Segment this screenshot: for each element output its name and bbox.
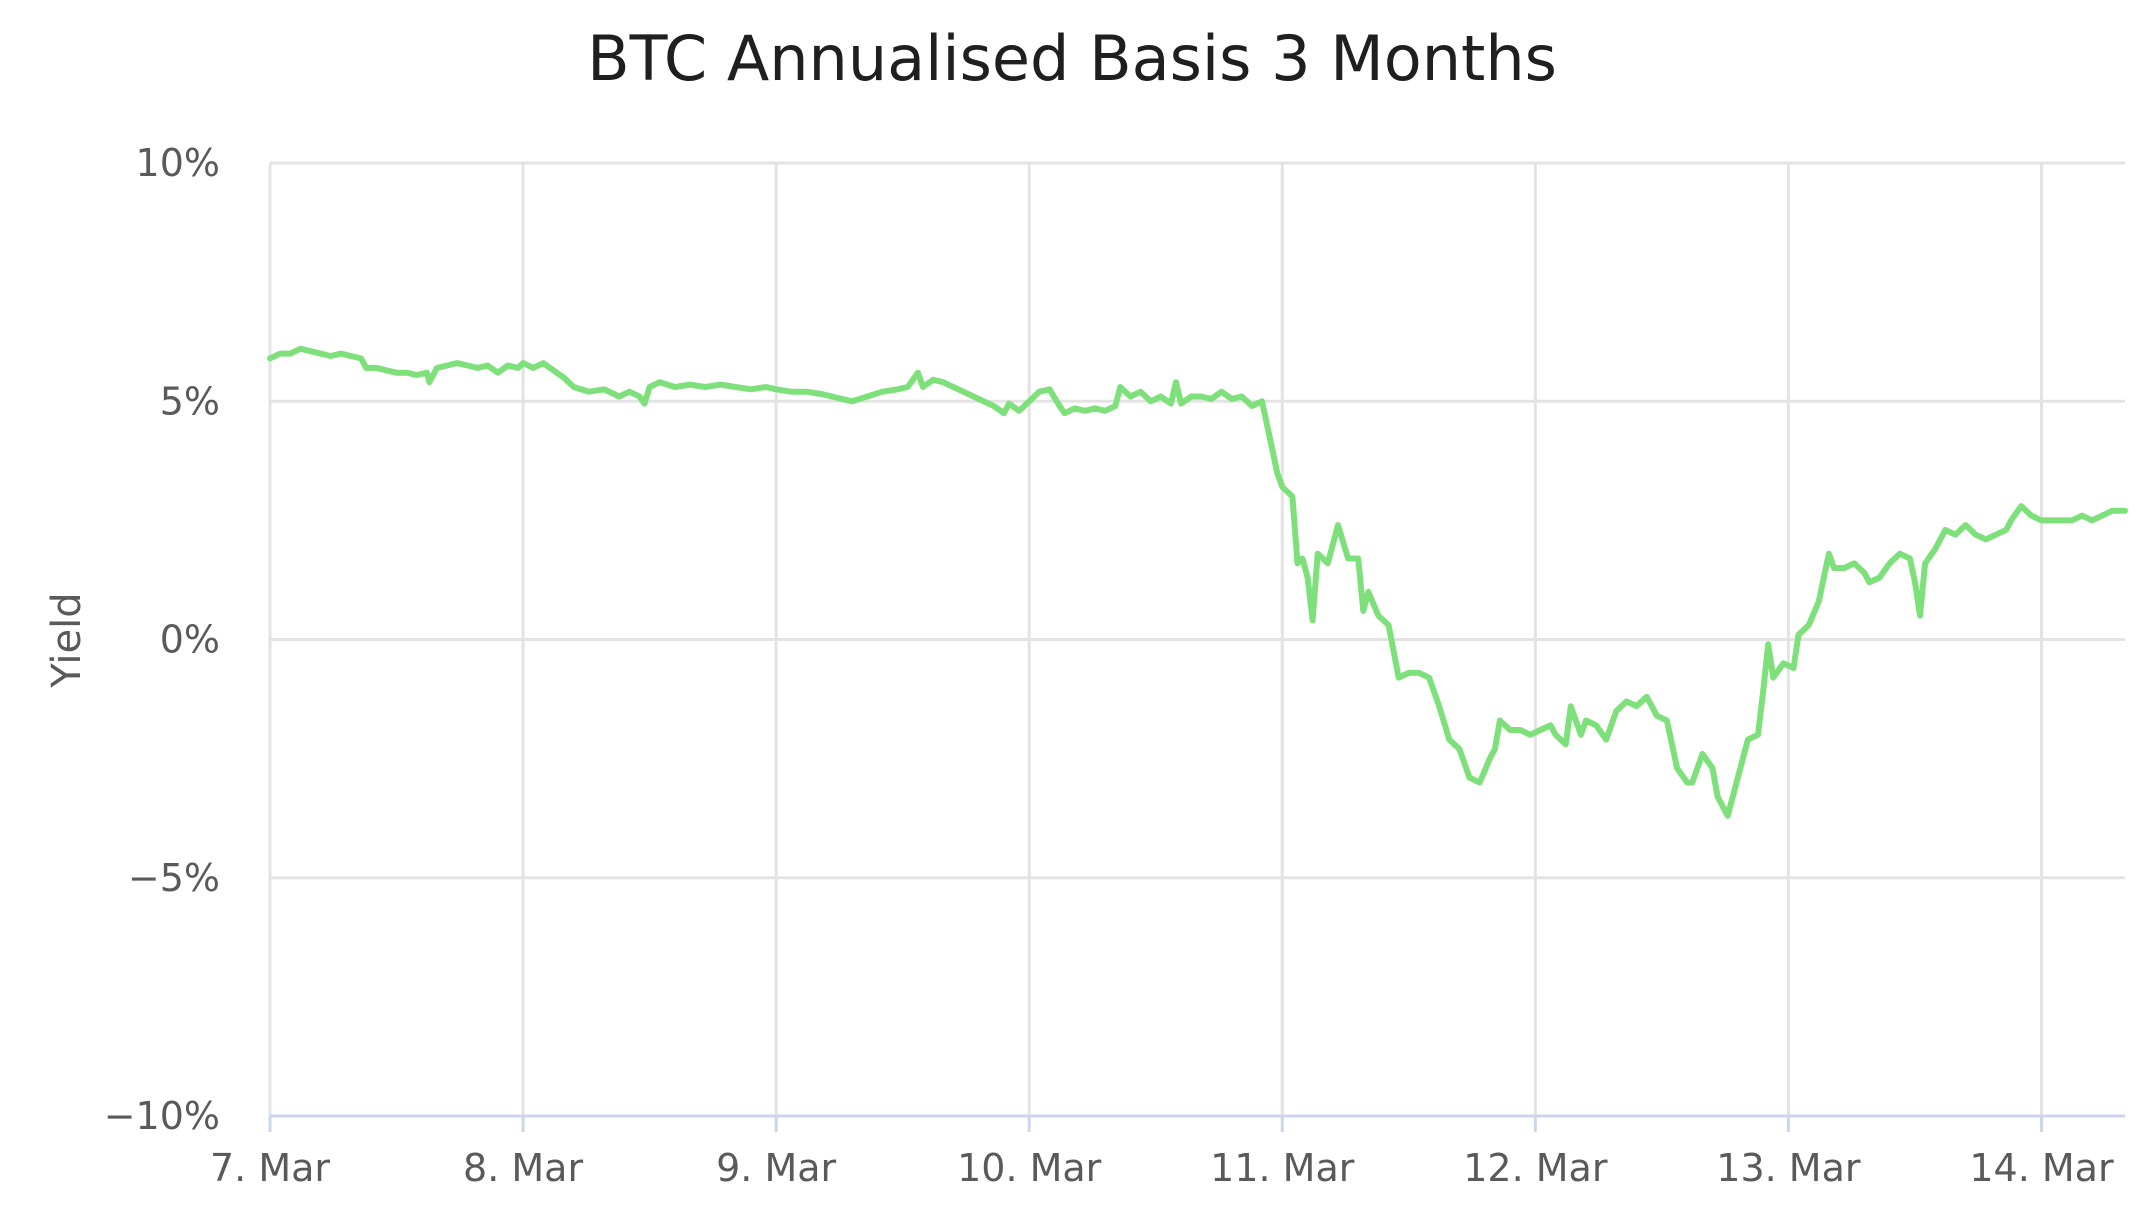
y-tick-label: 5% xyxy=(160,379,220,423)
x-tick-label: 11. Mar xyxy=(1210,1146,1355,1190)
y-tick-label: 0% xyxy=(160,618,220,662)
x-tick-label: 9. Mar xyxy=(716,1146,836,1190)
axes xyxy=(268,1114,2125,1132)
tick-labels: 10% 5% 0% −5% −10% 7. Mar 8. Mar 9. Mar 10. Mar 1… xyxy=(104,141,2114,1190)
chart-title: BTC Annualised Basis 3 Months xyxy=(587,22,1557,95)
y-tick-label: −5% xyxy=(128,856,220,900)
y-tick-label: −10% xyxy=(104,1094,220,1138)
x-tick-label: 12. Mar xyxy=(1463,1146,1608,1190)
x-tick-label: 14. Mar xyxy=(1969,1146,2114,1190)
series xyxy=(267,345,2128,819)
x-tick-label: 10. Mar xyxy=(957,1146,1102,1190)
x-tick-label: 7. Mar xyxy=(210,1146,330,1190)
grid xyxy=(268,161,2125,1116)
series-line xyxy=(267,345,2128,819)
y-axis-title: Yield xyxy=(44,592,90,688)
x-tick-label: 8. Mar xyxy=(463,1146,583,1190)
x-tick-label: 13. Mar xyxy=(1716,1146,1861,1190)
y-tick-label: 10% xyxy=(136,141,220,185)
